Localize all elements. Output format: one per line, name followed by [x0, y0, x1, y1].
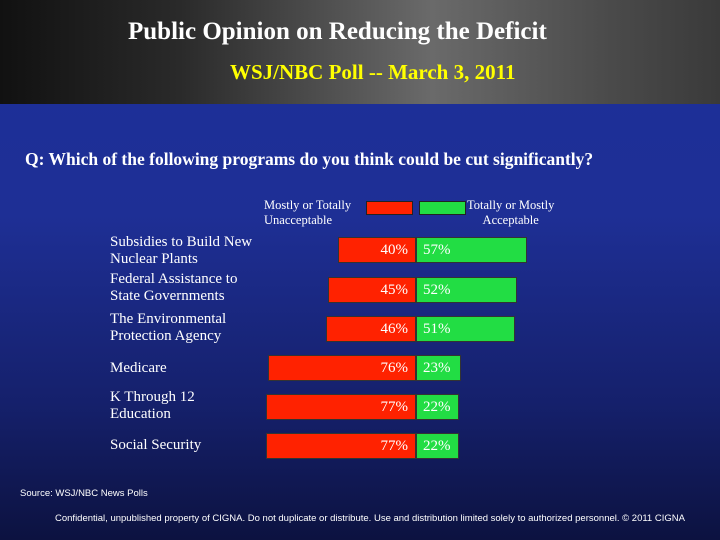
bar-acceptable: [416, 433, 459, 459]
footer-note: Confidential, unpublished property of CI…: [55, 513, 685, 524]
value-label-unacceptable: 76%: [380, 360, 409, 376]
source-note: Source: WSJ/NBC News Polls: [20, 488, 148, 499]
legend-acceptable-swatch: [419, 201, 466, 215]
bar-acceptable: [416, 355, 461, 381]
bar-acceptable: [416, 316, 516, 342]
value-label-acceptable: 23%: [423, 360, 451, 376]
legend-unacceptable-label: Mostly or Totally Unacceptable: [264, 198, 352, 227]
bar-acceptable: [416, 394, 459, 420]
category-label: K Through 12 Education: [110, 389, 195, 422]
value-label-acceptable: 52%: [423, 282, 451, 298]
value-label-unacceptable: 46%: [380, 321, 409, 337]
bar-unacceptable: [265, 394, 416, 420]
value-label-acceptable: 51%: [423, 321, 451, 337]
legend-unacceptable-swatch: [366, 201, 413, 215]
value-label-acceptable: 22%: [423, 438, 451, 454]
page-title: Public Opinion on Reducing the Deficit: [128, 18, 547, 45]
category-label: Federal Assistance to State Governments: [110, 271, 238, 304]
bar-acceptable: [416, 237, 528, 263]
value-label-unacceptable: 77%: [380, 399, 409, 415]
bar-unacceptable: [265, 433, 416, 459]
value-label-unacceptable: 40%: [380, 242, 409, 258]
bar-unacceptable: [338, 237, 416, 263]
value-label-unacceptable: 45%: [380, 282, 409, 298]
page-subtitle: WSJ/NBC Poll -- March 3, 2011: [230, 60, 516, 84]
bar-unacceptable: [328, 277, 416, 303]
bar-unacceptable: [326, 316, 416, 342]
category-label: Subsidies to Build New Nuclear Plants: [110, 234, 253, 267]
category-label: Social Security: [110, 437, 202, 453]
value-label-acceptable: 22%: [423, 399, 451, 415]
value-label-unacceptable: 77%: [380, 438, 409, 454]
survey-question: Q: Which of the following programs do yo…: [25, 149, 594, 169]
category-label: Medicare: [110, 360, 167, 376]
legend-acceptable-label: Totally or Mostly Acceptable: [467, 198, 555, 227]
value-label-acceptable: 57%: [423, 242, 451, 258]
header-banner: Public Opinion on Reducing the Deficit W…: [0, 0, 720, 104]
bar-acceptable: [416, 277, 518, 303]
category-label: The Environmental Protection Agency: [110, 311, 227, 344]
bar-unacceptable: [267, 355, 416, 381]
